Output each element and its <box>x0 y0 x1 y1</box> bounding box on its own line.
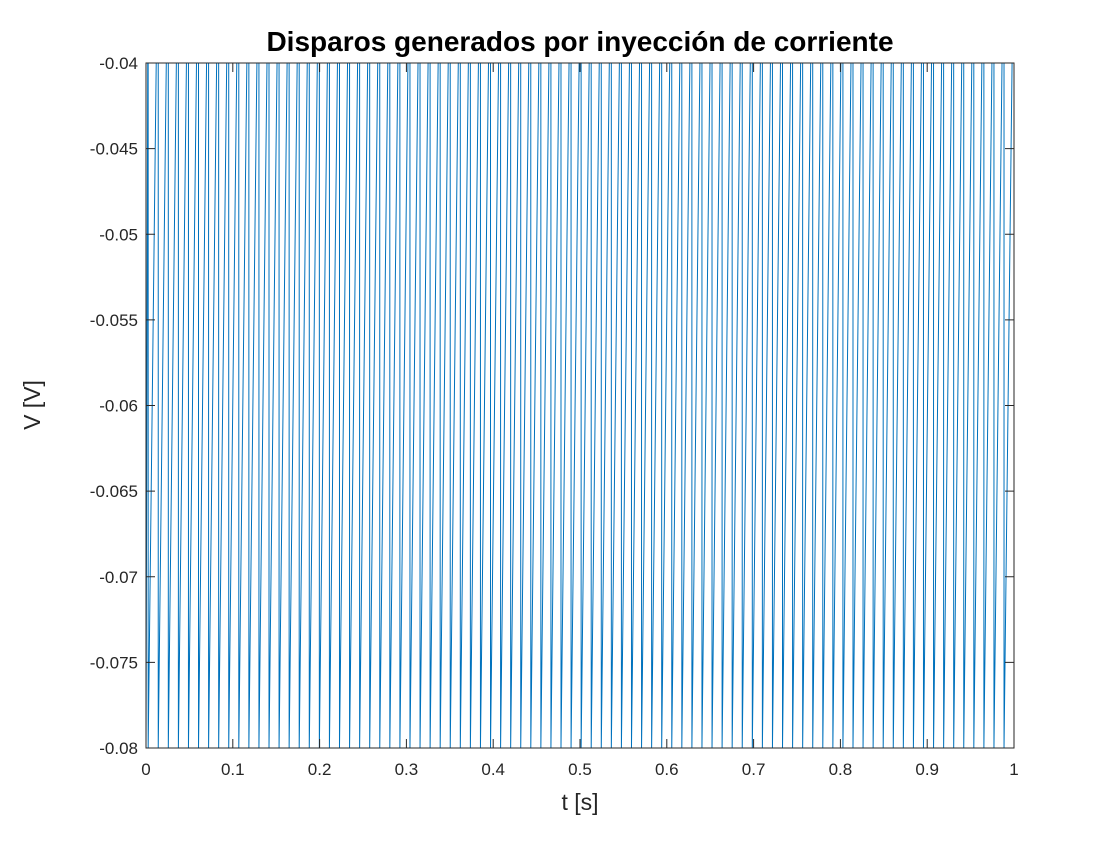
x-axis-label: t [s] <box>561 789 598 815</box>
y-tick-label: -0.06 <box>99 397 138 416</box>
chart-title: Disparos generados por inyección de corr… <box>266 26 893 57</box>
x-tick-label: 0.2 <box>308 760 332 779</box>
y-tick-label: -0.07 <box>99 568 138 587</box>
x-tick-label: 1 <box>1009 760 1018 779</box>
y-tick-label: -0.08 <box>99 739 138 758</box>
x-tick-label: 0.5 <box>568 760 592 779</box>
y-tick-label: -0.075 <box>90 653 138 672</box>
x-tick-label: 0.3 <box>395 760 419 779</box>
y-axis-label: V [V] <box>19 380 45 430</box>
x-tick-label: 0.8 <box>829 760 853 779</box>
x-tick-label: 0 <box>141 760 150 779</box>
y-tick-label: -0.055 <box>90 311 138 330</box>
x-tick-label: 0.1 <box>221 760 245 779</box>
y-tick-label: -0.04 <box>99 54 138 73</box>
y-tick-label: -0.05 <box>99 225 138 244</box>
x-tick-label: 0.6 <box>655 760 679 779</box>
x-tick-label: 0.4 <box>481 760 505 779</box>
voltage-series-line <box>146 63 1013 748</box>
y-tick-label: -0.065 <box>90 482 138 501</box>
x-tick-label: 0.7 <box>742 760 766 779</box>
x-tick-label: 0.9 <box>915 760 939 779</box>
axes-box <box>145 62 1015 749</box>
y-tick-label: -0.045 <box>90 140 138 159</box>
